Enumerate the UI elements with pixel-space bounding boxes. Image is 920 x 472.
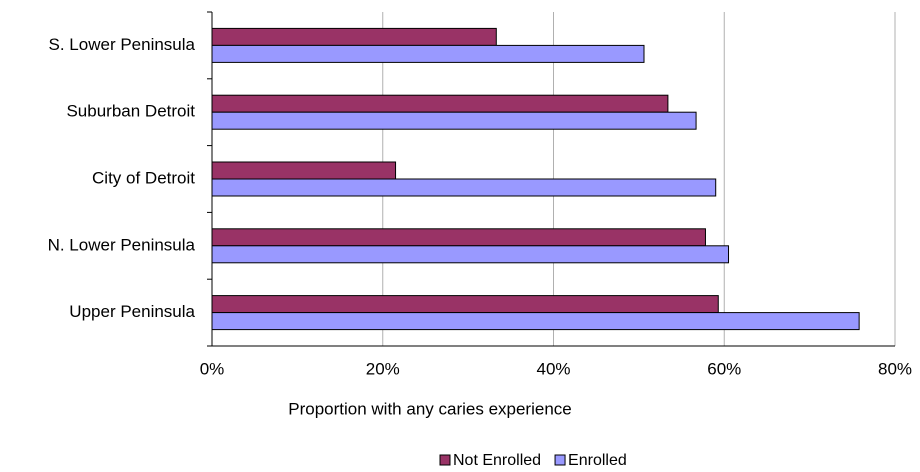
x-tick-label: 20% xyxy=(366,359,400,378)
bar xyxy=(211,178,717,197)
y-tick-label: S. Lower Peninsula xyxy=(49,35,196,54)
x-tick-label: 60% xyxy=(707,359,741,378)
legend-swatch xyxy=(439,454,451,466)
bar xyxy=(211,111,697,130)
y-tick-label: N. Lower Peninsula xyxy=(48,235,196,254)
legend-swatch xyxy=(554,454,566,466)
bar xyxy=(211,228,706,247)
x-tick-label: 40% xyxy=(536,359,570,378)
x-axis-title: Proportion with any caries experience xyxy=(288,399,571,418)
legend-label: Enrolled xyxy=(568,452,627,469)
bar xyxy=(211,27,497,46)
bar xyxy=(211,245,730,264)
bar xyxy=(211,161,397,180)
x-tick-label: 0% xyxy=(200,359,225,378)
bar xyxy=(211,295,719,314)
y-tick-label: City of Detroit xyxy=(92,168,195,187)
y-tick-label: Upper Peninsula xyxy=(69,302,195,321)
y-tick-label: Suburban Detroit xyxy=(66,102,195,121)
legend-label: Not Enrolled xyxy=(453,452,541,469)
bar xyxy=(211,94,669,113)
x-tick-label: 80% xyxy=(878,359,912,378)
bar xyxy=(211,44,645,63)
bar xyxy=(211,312,860,331)
